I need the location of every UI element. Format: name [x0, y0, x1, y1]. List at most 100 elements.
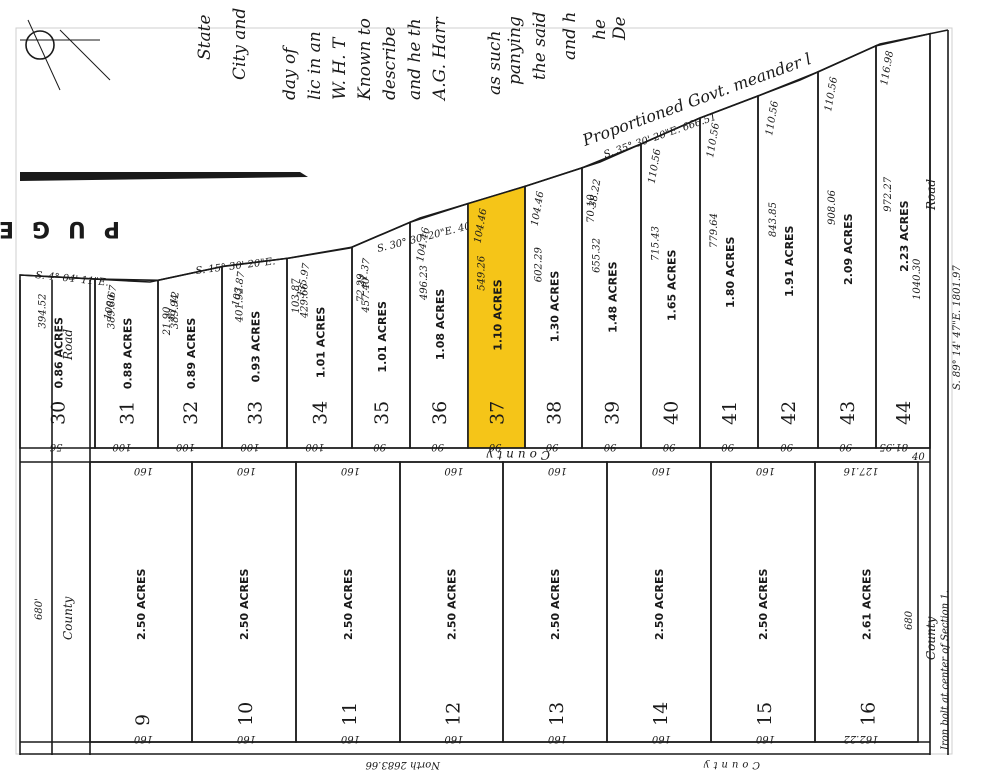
deed-fragment: the said: [530, 11, 550, 80]
lot-top-width: 160: [651, 465, 671, 476]
lot-rear-width: 81.95: [879, 441, 908, 452]
deed-fragment: and he th: [405, 18, 425, 100]
lot-11[interactable]: 2.50 ACRES 11 160 160: [295, 461, 401, 744]
lot-top-width: 127.16: [843, 465, 879, 476]
right-depth-label: 1040.30: [912, 258, 923, 300]
lot-extra-dimension: 103.87: [291, 278, 302, 314]
lot-43[interactable]: 43 2.09 ACRES 908.06 110.56 90: [817, 44, 877, 452]
lot-13[interactable]: 2.50 ACRES 13 160 160: [502, 461, 608, 744]
corner-label: 40: [911, 452, 925, 463]
lot-frontage: 81.12: [166, 291, 182, 321]
lot-frontage: 110.56: [647, 147, 664, 184]
lot-rear-width: 90: [839, 441, 852, 452]
deed-fragment: day of: [280, 45, 300, 100]
lot-acreage: 1.01 ACRES: [315, 307, 328, 379]
lot-number: 13: [546, 702, 568, 726]
lot-rear-width: 100: [112, 441, 132, 452]
left-road-label: Road: [61, 329, 75, 361]
lot-number: 33: [245, 401, 267, 425]
lot-acreage: 2.50 ACRES: [342, 568, 355, 640]
lot-acreage: 1.10 ACRES: [492, 279, 505, 351]
upper-lots: 30 0.86 ACRES 394.52 56 31 0.88 ACRES 389.80 10…: [19, 32, 931, 452]
lot-extra-dimension: 70.10: [586, 194, 597, 223]
lot-depth: 972.27: [883, 176, 894, 212]
lot-number: 31: [117, 401, 139, 425]
lot-acreage: 1.30 ACRES: [549, 271, 562, 343]
lot-acreage: 1.91 ACRES: [783, 225, 796, 297]
lot-depth: 496.23: [419, 265, 430, 301]
deed-text: State City and day of lic in an W. H. T Known…: [195, 8, 630, 102]
lot-acreage: 0.89 ACRES: [185, 318, 198, 390]
lot-16[interactable]: 2.61 ACRES 16 127.16 162.22: [814, 461, 919, 744]
lot-41[interactable]: 41 1.80 ACRES 779.64 110.56 90: [699, 94, 759, 452]
lot-acreage: 2.50 ACRES: [757, 568, 770, 640]
lot-depth: 655.32: [592, 238, 603, 273]
lot-acreage: 0.86 ACRES: [53, 317, 66, 389]
lot-36[interactable]: 36 1.08 ACRES 496.23 104.46 90: [409, 202, 469, 452]
lot-acreage: 2.23 ACRES: [898, 200, 911, 272]
lot-10[interactable]: 2.50 ACRES 10 160 160: [191, 461, 297, 744]
lot-acreage: 2.50 ACRES: [446, 568, 459, 640]
water-label: PUGET: [0, 216, 120, 241]
deed-fragment: panying: [505, 16, 525, 85]
north-line-label: North 2683.66: [365, 759, 441, 770]
deed-fragment: describe: [380, 26, 400, 100]
lot-depth: 843.85: [768, 202, 779, 237]
lot-9[interactable]: 2.50 ACRES 9 160 160: [89, 461, 193, 744]
lot-top-width: 160: [133, 465, 153, 476]
lot-number: 35: [371, 401, 393, 425]
lot-number: 14: [650, 702, 672, 726]
section-bearing-label: S. 89° 14' 47"E. 1801.97: [952, 265, 963, 390]
lot-38[interactable]: 38 1.30 ACRES 602.29 104.46 90: [524, 166, 583, 452]
deed-fragment: Known to: [355, 18, 375, 101]
lot-number: 41: [719, 401, 741, 425]
lot-number: 30: [48, 401, 70, 425]
lot-15[interactable]: 2.50 ACRES 15 160 160: [710, 461, 816, 744]
lot-top-width: 160: [547, 465, 567, 476]
lot-number: 42: [778, 401, 800, 425]
lot-frontage: 110.56: [764, 99, 781, 136]
lot-39[interactable]: 39 1.48 ACRES 655.32 38.22 90 70.10: [581, 142, 642, 452]
left-county-label: County: [61, 596, 75, 640]
lot-42[interactable]: 42 1.91 ACRES 843.85 110.56 90: [757, 70, 819, 452]
deed-fragment: W. H. T: [330, 36, 350, 100]
lot-number: 40: [661, 401, 683, 425]
deed-fragment: De: [610, 16, 630, 41]
lot-depth: 549.26: [477, 255, 488, 291]
lot-rear-width: 90: [780, 441, 793, 452]
right-county-label: County: [924, 616, 938, 660]
lot-depth: 779.64: [709, 213, 720, 248]
lot-rear-width: 90: [373, 441, 386, 452]
lot-rear-width: 100: [240, 441, 260, 452]
lot-acreage: 1.80 ACRES: [724, 236, 737, 308]
lot-14[interactable]: 2.50 ACRES 14 160 160: [606, 461, 712, 744]
lot-depth: 401.92: [235, 287, 246, 323]
lot-number: 12: [443, 702, 465, 726]
lot-bottom-width: 160: [651, 733, 671, 744]
lot-acreage: 1.65 ACRES: [666, 249, 679, 321]
lot-40[interactable]: 40 1.65 ACRES 715.43 110.56 90: [640, 116, 701, 452]
lot-30[interactable]: 30 0.86 ACRES 394.52 56: [19, 274, 96, 452]
lot-12[interactable]: 2.50 ACRES 12 160 160: [399, 461, 504, 744]
lot-acreage: 2.50 ACRES: [238, 568, 251, 640]
bottom-road-label: County: [700, 759, 760, 770]
lot-frontage: 116.98: [879, 50, 896, 86]
lot-acreage: 1.08 ACRES: [434, 289, 447, 361]
lot-number: 9: [132, 714, 154, 726]
lot-number: 16: [858, 702, 880, 726]
lot-rear-width: 100: [175, 441, 195, 452]
lot-44[interactable]: 44 2.23 ACRES 972.27 116.98 81.95: [875, 32, 931, 452]
lot-top-width: 160: [755, 465, 775, 476]
lot-number: 36: [429, 401, 451, 425]
lot-acreage: 2.50 ACRES: [549, 568, 562, 640]
lot-extra-dimension: 21.90: [162, 306, 173, 336]
lot-rear-width: 90: [721, 441, 734, 452]
